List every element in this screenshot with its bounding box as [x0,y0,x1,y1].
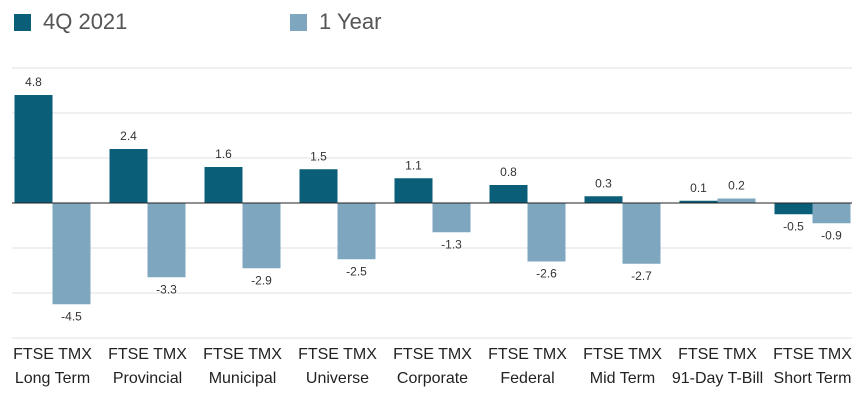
x-tick-label: FTSE TMX Corporate [393,346,472,387]
data-label: 0.3 [595,176,612,190]
data-label: 0.2 [728,179,745,193]
legend-swatch [14,14,31,31]
bar [14,95,53,203]
bar [527,203,566,262]
data-label: 0.8 [500,165,517,179]
bar [489,185,528,203]
x-tick-label: FTSE TMX Federal [488,346,567,387]
data-label: -1.3 [441,237,462,251]
bar [622,203,661,264]
bar [52,203,91,305]
data-label: 2.4 [120,129,137,143]
data-label: -0.5 [783,219,804,233]
data-label: 1.5 [310,149,327,163]
data-label: 4.8 [25,75,42,89]
bar [109,149,148,203]
x-tick-label: FTSE TMX Universe [298,346,377,387]
data-label: 1.6 [215,147,232,161]
data-label: -2.9 [251,273,272,287]
bar [432,203,471,233]
x-tick-label: FTSE TMX Mid Term [583,346,662,387]
data-label: -2.6 [536,267,557,281]
legend-label: 4Q 2021 [43,9,127,34]
x-tick-label: FTSE TMX Provincial [108,346,187,387]
bar [812,203,851,224]
legend-label: 1 Year [319,9,381,34]
data-label: -2.5 [346,264,367,278]
data-label: 0.1 [690,181,707,195]
bar [679,200,718,203]
data-label: -4.5 [61,309,82,323]
bar [584,196,623,203]
bar [147,203,186,278]
bar [242,203,281,269]
bar [774,203,813,215]
x-tick-label: FTSE TMX Municipal [203,346,282,387]
legend-swatch [290,14,307,31]
x-tick-label: FTSE TMX Long Term [13,346,92,387]
bar [337,203,376,260]
bar [204,167,243,203]
x-tick-label: FTSE TMX 91-Day T-Bill [671,346,764,387]
bar [717,198,756,203]
data-label: -3.3 [156,282,177,296]
bar [394,178,433,203]
data-label: 1.1 [405,158,422,172]
data-label: -0.9 [821,228,842,242]
data-label: -2.7 [631,269,652,283]
x-tick-label: FTSE TMX Short Term [773,346,852,387]
bar [299,169,338,203]
